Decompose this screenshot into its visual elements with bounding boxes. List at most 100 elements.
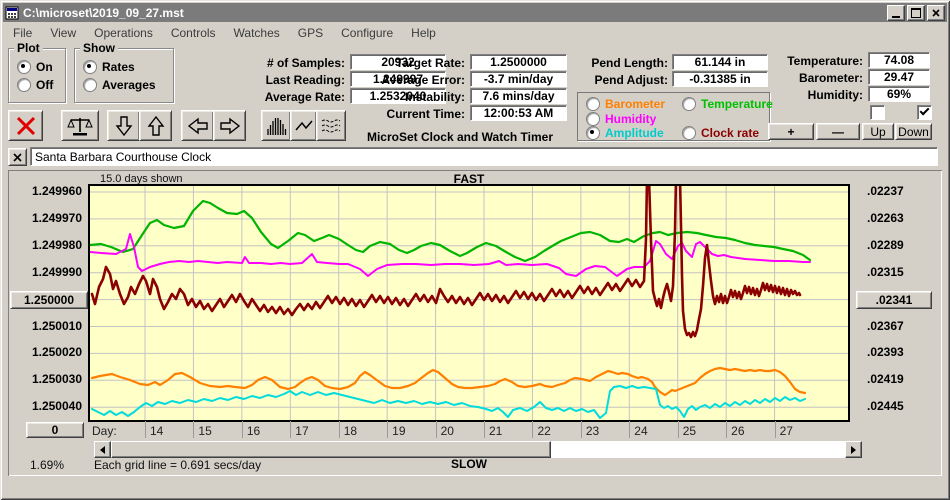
sensor-option-temperature[interactable]: Temperature	[682, 97, 773, 111]
average-rate-value: 1.2532040	[350, 88, 446, 104]
samples-value: 20932	[350, 54, 446, 70]
shift-up-button[interactable]	[139, 110, 172, 141]
arrow-right-icon	[219, 117, 240, 134]
plot-group-legend: Plot	[14, 41, 43, 55]
left-axis-button[interactable]: 1.250000	[10, 290, 88, 309]
sensor-option-clock-rate[interactable]: Clock rate	[682, 126, 759, 140]
temperature-value: 74.08	[868, 52, 930, 68]
day-tick	[387, 421, 389, 438]
right-axis-tick: .02445	[867, 399, 904, 414]
maximize-button[interactable]	[907, 4, 925, 21]
menu-controls[interactable]: Controls	[170, 26, 216, 40]
right-checkbox[interactable]	[917, 105, 932, 120]
day-label: 24	[634, 424, 648, 438]
shift-right-button[interactable]	[213, 110, 246, 141]
show-averages-option[interactable]: Averages	[83, 78, 156, 92]
left-checkbox[interactable]	[870, 105, 885, 120]
samples-label: # of Samples:	[266, 56, 345, 70]
humidity-label: Humidity:	[807, 88, 863, 102]
left-axis-tick: 1.249970	[31, 210, 82, 225]
day-tick	[484, 421, 485, 438]
minus-button[interactable]: —	[816, 123, 860, 140]
clock-name-input[interactable]	[30, 147, 938, 166]
sensor-option-amplitude[interactable]: Amplitude	[586, 126, 664, 140]
current-time-label: Current Time:	[386, 107, 465, 121]
close-button[interactable]	[927, 4, 945, 21]
down-button[interactable]: Down	[895, 123, 932, 140]
menu-watches[interactable]: Watches	[233, 26, 280, 40]
day-tick	[193, 421, 195, 438]
horizontal-scrollbar	[94, 441, 862, 458]
smoothed-trace-button[interactable]	[316, 110, 346, 141]
day-tick	[629, 421, 631, 438]
sensor-option-humidity[interactable]: Humidity	[586, 112, 656, 126]
line-trace-icon	[294, 120, 313, 130]
scroll-left-button[interactable]	[94, 441, 111, 458]
humidity-radio[interactable]	[586, 112, 600, 126]
day-tick	[435, 421, 437, 438]
clear-name-button[interactable]	[8, 148, 27, 166]
minimize-button[interactable]	[887, 4, 905, 21]
show-averages-radio[interactable]	[83, 78, 97, 92]
right-axis-button[interactable]: .02341	[856, 290, 932, 309]
chart-panel: 15.0 days shown FAST 0 Day: 1.69% Each g…	[8, 170, 942, 476]
show-rates-option[interactable]: Rates	[83, 60, 135, 74]
clock-rate-radio[interactable]	[682, 126, 696, 140]
arrow-down-icon	[115, 115, 132, 136]
zero-button[interactable]: 0	[26, 422, 84, 438]
day-label: 23	[585, 424, 600, 438]
instability-value: 7.6 mins/day	[470, 88, 567, 104]
menu-view[interactable]: View	[50, 26, 77, 40]
left-axis-tick: 1.249990	[31, 264, 82, 279]
up-button[interactable]: Up	[862, 123, 894, 140]
plot-area	[88, 184, 850, 422]
scrollbar-thumb[interactable]	[111, 441, 551, 458]
day-label: 18	[343, 424, 358, 438]
barometer-radio[interactable]	[586, 97, 600, 111]
day-label: 20	[440, 424, 454, 438]
show-group-legend: Show	[80, 41, 118, 55]
day-label: 26	[731, 424, 745, 438]
scrollbar-track[interactable]	[551, 441, 845, 458]
pend-length-value: 61.144 in	[672, 54, 768, 70]
menu-gps[interactable]: GPS	[297, 26, 324, 40]
plot-on-radio[interactable]	[17, 60, 31, 74]
plot-off-radio[interactable]	[17, 78, 31, 92]
left-axis-tick: 1.249960	[31, 184, 82, 198]
right-axis-tick: .02419	[867, 372, 904, 387]
amplitude-radio[interactable]	[586, 126, 600, 140]
pend-length-label: Pend Length:	[591, 56, 668, 70]
histogram-button[interactable]	[261, 110, 291, 141]
temperature-radio[interactable]	[682, 97, 696, 111]
sensor-option-barometer[interactable]: Barometer	[586, 97, 665, 111]
average-error-label: Average Error:	[381, 73, 465, 87]
shift-down-button[interactable]	[107, 110, 140, 141]
temperature-label: Temperature:	[787, 54, 863, 68]
day-label: 27	[779, 424, 793, 438]
left-axis-tick: 1.250040	[31, 399, 82, 414]
last-reading-value: 1.249997	[350, 71, 446, 87]
plot-on-option[interactable]: On	[17, 60, 53, 74]
menu-help[interactable]: Help	[411, 26, 436, 40]
scroll-right-button[interactable]	[845, 441, 862, 458]
show-rates-radio[interactable]	[83, 60, 97, 74]
scroll-left-icon	[100, 445, 105, 454]
menu-configure[interactable]: Configure	[341, 26, 394, 40]
plot-off-option[interactable]: Off	[17, 78, 53, 92]
delete-button[interactable]	[8, 110, 43, 141]
small-x-icon	[13, 152, 22, 162]
day-tick	[580, 421, 582, 438]
app-icon	[5, 6, 19, 19]
left-axis-tick: 1.250030	[31, 372, 82, 387]
plus-button[interactable]: +	[768, 123, 814, 140]
right-axis-tick: .02237	[867, 184, 904, 198]
left-axis-tick: 1.250010	[31, 318, 82, 333]
balance-button[interactable]	[61, 110, 99, 141]
pend-adjust-label: Pend Adjust:	[594, 73, 668, 87]
rate-trace-button[interactable]	[290, 110, 317, 141]
target-rate-value: 1.2500000	[470, 54, 567, 70]
shift-left-button[interactable]	[181, 110, 214, 141]
menu-file[interactable]: File	[13, 26, 33, 40]
scroll-right-icon	[851, 445, 856, 454]
menu-operations[interactable]: Operations	[94, 26, 153, 40]
